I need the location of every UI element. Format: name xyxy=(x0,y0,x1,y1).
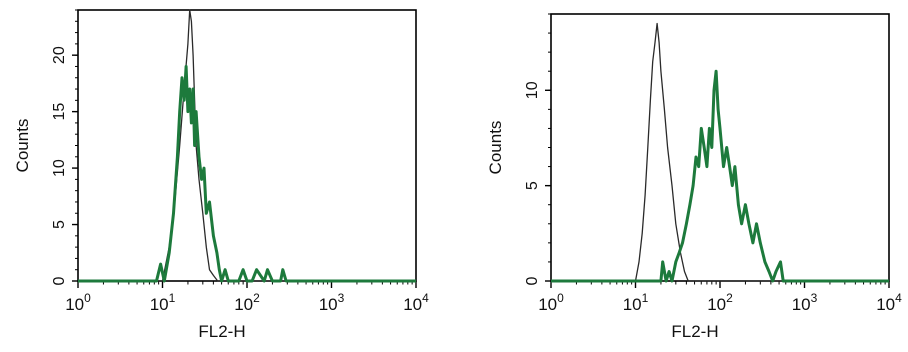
chart1-x-tick-label: 103 xyxy=(792,291,818,314)
chart0-y-tick-label: 0 xyxy=(51,276,68,285)
chart0-y-tick-label: 5 xyxy=(51,220,68,229)
chart0-x-tick-label: 102 xyxy=(234,291,260,314)
chart0-x-tick-label: 103 xyxy=(319,291,345,314)
chart1-x-tick-label: 104 xyxy=(876,291,902,314)
chart0-x-axis-label: FL2-H xyxy=(198,322,245,341)
chart1-y-axis-label: Counts xyxy=(486,121,505,175)
chart1-y-tick-label: 5 xyxy=(524,181,541,190)
chart0-y-axis-label: Counts xyxy=(13,119,32,173)
chart0-x-tick-label: 101 xyxy=(150,291,176,314)
chart1-x-axis-label: FL2-H xyxy=(671,322,718,341)
histogram-panel-left: 0 5 10 15 20 100 101 102 103 104 FL2-H Counts xyxy=(13,9,429,341)
chart1-plot-frame xyxy=(550,13,890,282)
chart0-x-tick-label: 100 xyxy=(65,291,91,314)
chart0-x-tick-label: 104 xyxy=(403,291,429,314)
chart0-y-tick-label: 15 xyxy=(51,103,68,121)
chart1-x-tick-label: 102 xyxy=(707,291,733,314)
histogram-panel-right: 0 5 10 100 101 102 103 104 FL2-H Counts xyxy=(486,13,902,341)
chart0-y-tick-label: 10 xyxy=(51,159,68,177)
chart0-y-tick-label: 20 xyxy=(51,46,68,64)
chart0-stained-series-line xyxy=(78,65,416,283)
chart0-plot-frame xyxy=(77,9,417,282)
chart1-x-tick-label: 100 xyxy=(538,291,564,314)
chart0-control-series-line xyxy=(78,9,416,282)
chart1-control-series-line xyxy=(551,22,889,282)
chart1-y-tick-label: 0 xyxy=(524,276,541,285)
chart1-y-tick-label: 10 xyxy=(524,81,541,99)
chart1-x-tick-label: 101 xyxy=(623,291,649,314)
chart1-stained-series-line xyxy=(551,69,889,283)
